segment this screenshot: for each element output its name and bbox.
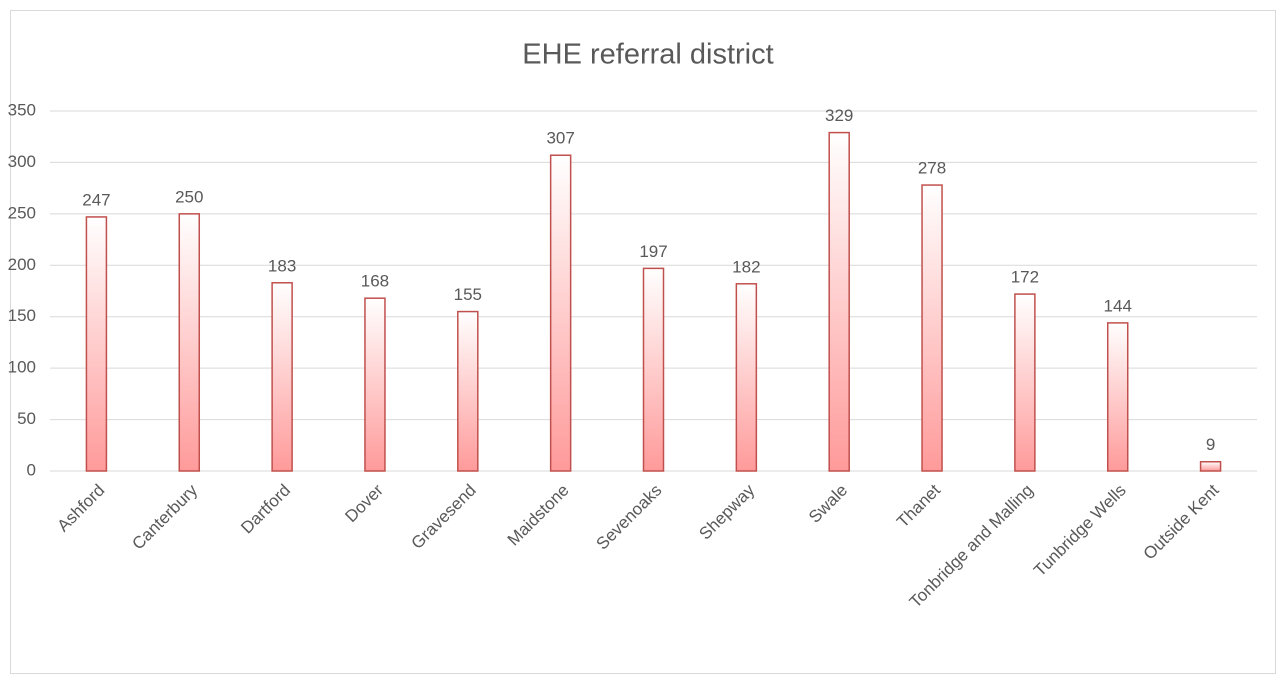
y-tick-label: 300 bbox=[8, 152, 36, 171]
bar bbox=[828, 131, 850, 472]
bar bbox=[549, 154, 572, 472]
data-label: 307 bbox=[546, 129, 574, 148]
chart-title: EHE referral district bbox=[522, 39, 773, 71]
y-tick-label: 350 bbox=[8, 100, 36, 119]
y-tick-label: 100 bbox=[8, 358, 36, 377]
bar bbox=[1199, 460, 1222, 472]
data-label: 168 bbox=[361, 272, 389, 291]
data-label: 9 bbox=[1206, 435, 1215, 454]
bar bbox=[921, 184, 943, 472]
bar bbox=[178, 213, 201, 472]
data-label: 197 bbox=[639, 242, 667, 261]
bar bbox=[642, 267, 665, 472]
data-label: 329 bbox=[825, 106, 853, 125]
y-tick-label: 250 bbox=[8, 203, 36, 222]
y-tick-label: 0 bbox=[27, 460, 36, 479]
bar bbox=[1106, 322, 1129, 472]
data-label: 183 bbox=[268, 256, 296, 275]
bar bbox=[735, 283, 758, 472]
data-label: 182 bbox=[732, 257, 760, 276]
data-label: 278 bbox=[918, 159, 946, 178]
bar bbox=[271, 282, 293, 472]
data-label: 144 bbox=[1104, 296, 1132, 315]
data-label: 155 bbox=[454, 285, 482, 304]
bar bbox=[457, 310, 479, 472]
y-tick-label: 150 bbox=[8, 306, 36, 325]
data-label: 247 bbox=[82, 190, 110, 209]
data-label: 250 bbox=[175, 187, 203, 206]
y-tick-label: 200 bbox=[8, 255, 36, 274]
bar bbox=[1014, 293, 1036, 472]
bar bbox=[85, 216, 108, 472]
y-tick-label: 50 bbox=[17, 409, 36, 428]
bar bbox=[364, 297, 386, 472]
data-label: 172 bbox=[1011, 268, 1039, 287]
